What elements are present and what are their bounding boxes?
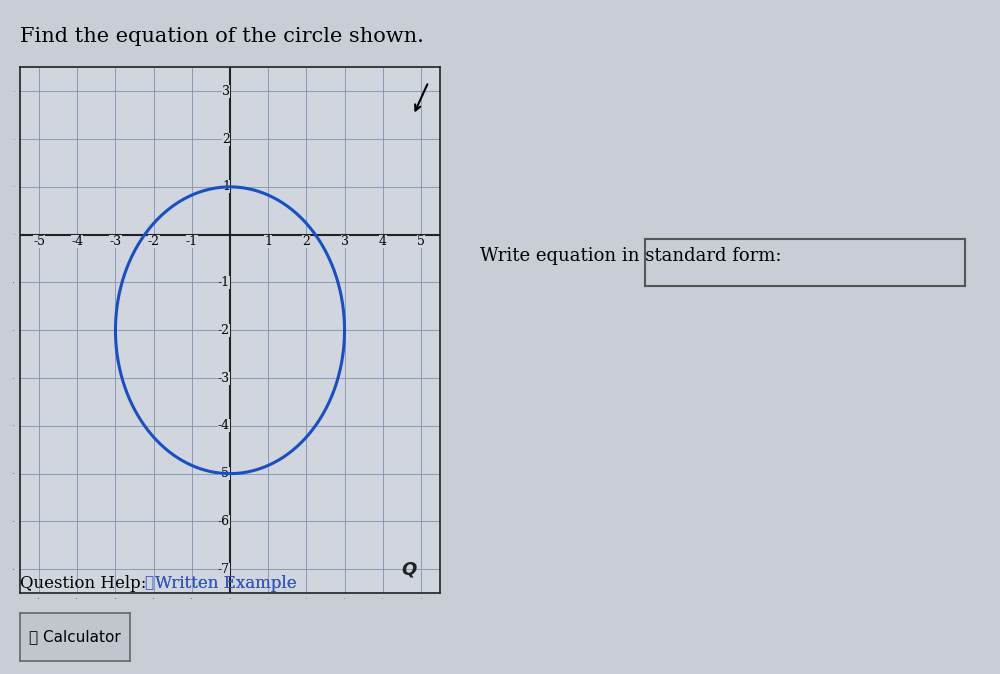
Text: 🖩 Calculator: 🖩 Calculator xyxy=(29,630,121,644)
Text: -5: -5 xyxy=(218,467,230,480)
Text: 3: 3 xyxy=(222,85,230,98)
Text: 5: 5 xyxy=(417,235,425,247)
Text: -1: -1 xyxy=(218,276,230,289)
Text: 1: 1 xyxy=(264,235,272,247)
Text: 2: 2 xyxy=(222,133,230,146)
Text: Q: Q xyxy=(402,560,417,578)
Text: -2: -2 xyxy=(148,235,160,247)
Text: Write equation in standard form:: Write equation in standard form: xyxy=(480,247,782,265)
Text: -6: -6 xyxy=(218,515,230,528)
Text: 📄: 📄 xyxy=(145,576,159,590)
Text: 1: 1 xyxy=(222,181,230,193)
Text: Find the equation of the circle shown.: Find the equation of the circle shown. xyxy=(20,27,424,46)
Text: -3: -3 xyxy=(109,235,122,247)
Text: Written Example: Written Example xyxy=(155,574,297,592)
Text: -2: -2 xyxy=(218,324,230,337)
Text: -4: -4 xyxy=(218,419,230,432)
Text: 2: 2 xyxy=(302,235,310,247)
Text: Written Example: Written Example xyxy=(155,574,297,592)
Text: -1: -1 xyxy=(186,235,198,247)
Text: -5: -5 xyxy=(33,235,45,247)
Text: -3: -3 xyxy=(218,371,230,385)
Text: 4: 4 xyxy=(379,235,387,247)
Text: Question Help:: Question Help: xyxy=(20,574,146,592)
Text: -4: -4 xyxy=(71,235,83,247)
Text: 3: 3 xyxy=(341,235,349,247)
Text: -7: -7 xyxy=(218,563,230,576)
